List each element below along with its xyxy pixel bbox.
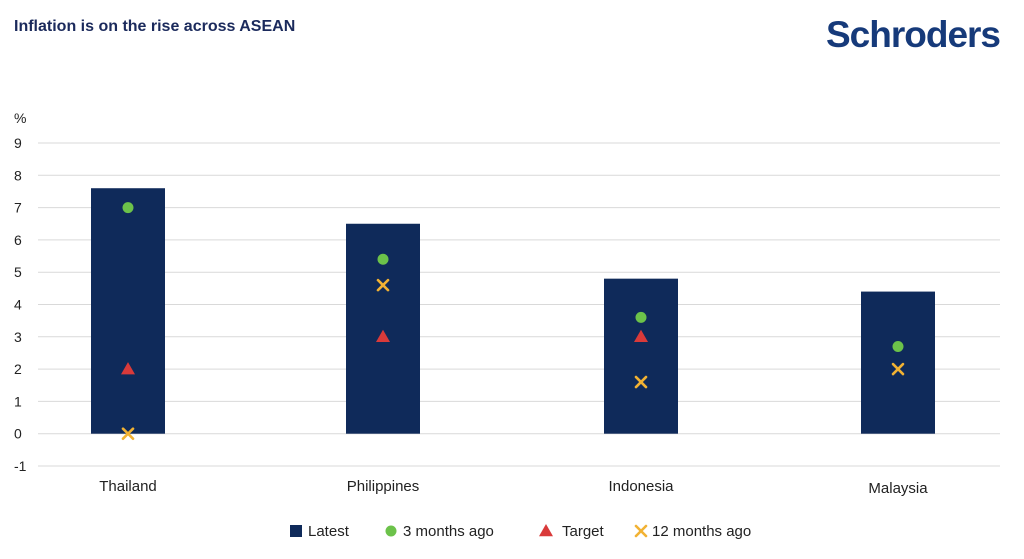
y-tick-label: -1 xyxy=(14,458,27,474)
bar-latest-malaysia xyxy=(861,291,935,434)
chart-title: Inflation is on the rise across ASEAN xyxy=(14,18,296,35)
y-tick-label: 5 xyxy=(14,264,22,280)
category-label-thailand: Thailand xyxy=(99,478,157,495)
y-tick-label: 9 xyxy=(14,135,22,151)
category-label-philippines: Philippines xyxy=(347,478,420,495)
cross-marker-malaysia-stroke-b xyxy=(891,362,905,376)
triangle-marker-thailand xyxy=(121,362,135,375)
cross-marker-thailand-stroke-b xyxy=(121,427,135,441)
circle-marker-thailand xyxy=(122,202,134,214)
circle-marker-malaysia xyxy=(892,340,904,352)
cross-marker-philippines-stroke-b xyxy=(376,278,390,292)
y-tick-label: 2 xyxy=(14,361,22,377)
bars xyxy=(91,188,935,434)
y-tick-label: 3 xyxy=(14,329,22,345)
category-label-indonesia: Indonesia xyxy=(608,478,674,495)
y-tick-label: 0 xyxy=(14,426,22,442)
cross-marker-indonesia xyxy=(634,375,648,389)
y-tick-labels: -1 0 1 2 3 4 5 6 7 8 9 xyxy=(14,135,27,474)
legend-marker-cross-icon xyxy=(634,524,648,538)
y-tick-label: 1 xyxy=(14,393,22,409)
legend-marker-triangle-icon xyxy=(539,524,553,537)
legend-marker-cross-icon-stroke-b xyxy=(634,524,648,538)
y-tick-label: 8 xyxy=(14,167,22,183)
cross-marker-philippines xyxy=(376,278,390,292)
cross-marker-indonesia-stroke-b xyxy=(634,375,648,389)
triangle-marker-indonesia xyxy=(634,329,648,343)
legend-label: 3 months ago xyxy=(403,523,494,540)
schroders-logo: Schroders xyxy=(825,14,1001,55)
y-tick-label: 4 xyxy=(14,297,22,313)
category-labels: Thailand Philippines Indonesia Malaysia xyxy=(99,478,928,497)
grid-lines xyxy=(38,142,1000,467)
cross-marker-malaysia xyxy=(891,362,905,376)
y-tick-label: 6 xyxy=(14,232,22,248)
legend-marker-circle-icon xyxy=(385,525,397,537)
triangle-marker-philippines xyxy=(376,329,390,343)
category-label-malaysia: Malaysia xyxy=(868,480,928,497)
legend-label: 12 months ago xyxy=(652,523,751,540)
circle-marker-philippines xyxy=(377,253,389,265)
cross-marker-thailand xyxy=(121,427,135,441)
bar-latest-indonesia xyxy=(604,278,678,434)
bar-latest-thailand xyxy=(91,188,165,434)
legend-label: Latest xyxy=(308,523,350,540)
y-axis-unit: % xyxy=(14,110,26,126)
circle-marker-indonesia xyxy=(635,311,647,323)
markers xyxy=(121,202,905,441)
y-tick-label: 7 xyxy=(14,200,22,216)
legend-label: Target xyxy=(562,523,605,540)
legend: Latest 3 months ago Target 12 months ago xyxy=(290,523,751,540)
legend-marker-square-icon xyxy=(290,525,302,537)
